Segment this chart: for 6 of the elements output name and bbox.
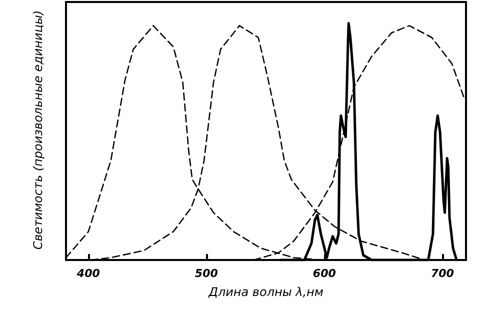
y-axis-title: Светимость (произвольные единицы) bbox=[31, 10, 45, 250]
x-tick-label: 500 bbox=[194, 267, 218, 280]
x-tick-label: 600 bbox=[312, 267, 336, 280]
x-tick-label: 400 bbox=[76, 267, 100, 280]
x-tick-label: 700 bbox=[430, 267, 454, 280]
x-axis-title: Длина волны λ,нм bbox=[208, 285, 324, 299]
